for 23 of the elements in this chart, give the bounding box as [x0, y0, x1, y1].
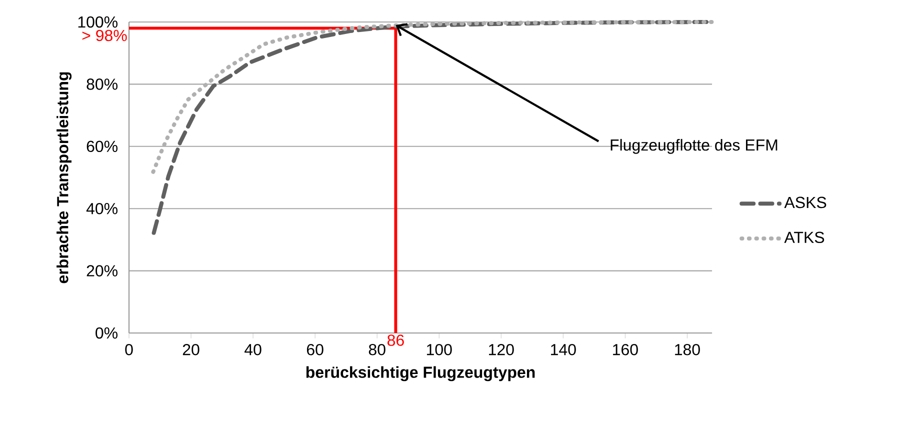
y-tick-label: 60%	[86, 140, 118, 152]
x-tick-label: 100	[426, 344, 452, 356]
ref-line-label: > 98%	[82, 30, 127, 42]
x-tick-label: 40	[244, 344, 262, 356]
x-tick-label: 180	[675, 344, 700, 356]
x-tick-label: 160	[613, 344, 638, 356]
x-tick-label: 0	[125, 344, 133, 356]
x-tick-label: 60	[306, 344, 324, 356]
legend-label: ATKS	[784, 232, 824, 244]
y-tick-label: 0%	[96, 327, 118, 339]
y-tick-label: 20%	[86, 265, 118, 276]
y-tick-label: 100%	[78, 16, 118, 28]
x-tick-label: 80	[368, 344, 386, 356]
y-tick-label: 80%	[86, 78, 118, 90]
legend-label: ASKS	[784, 196, 826, 208]
y-tick-label: 40%	[86, 202, 118, 214]
annotation: Flugzeugflotte des EFM	[610, 138, 778, 154]
x-axis-title: berücksichtige Flugzeugtypen	[306, 366, 535, 382]
y-axis-title: erbrachte Transportleistung	[56, 72, 72, 284]
ref-line-label: 86	[387, 334, 404, 346]
x-tick-label: 120	[489, 344, 514, 356]
x-tick-label: 140	[551, 344, 576, 356]
x-tick-label: 20	[182, 344, 200, 356]
